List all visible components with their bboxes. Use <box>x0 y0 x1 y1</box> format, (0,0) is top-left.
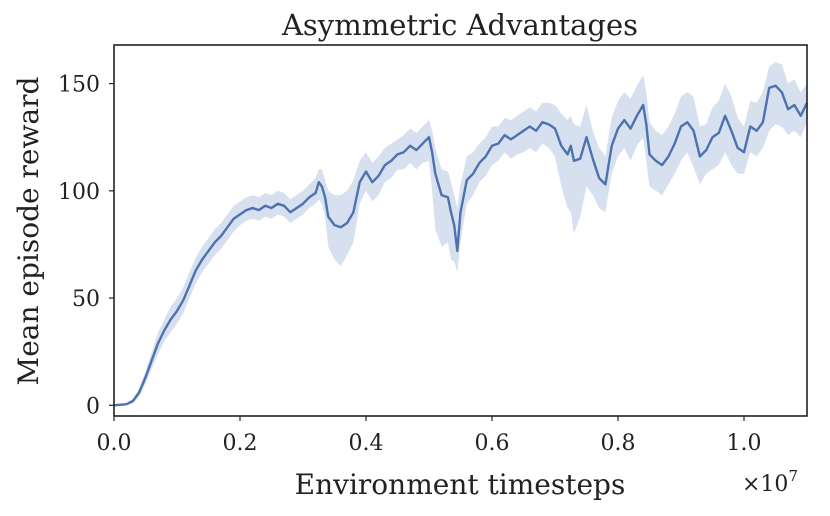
x-axis-multiplier-base: ×10 <box>742 472 788 497</box>
y-axis-ticks: 0 50 100 150 <box>58 73 114 419</box>
x-tick-label: 0.8 <box>601 431 636 456</box>
y-tick-label: 0 <box>86 394 100 419</box>
y-tick-label: 100 <box>58 180 100 205</box>
plot-frame <box>113 44 808 417</box>
y-axis-label: Mean episode reward <box>12 77 45 386</box>
x-tick-label: 0.0 <box>97 431 132 456</box>
y-tick-label: 150 <box>58 73 100 98</box>
x-tick-label: 0.6 <box>475 431 510 456</box>
series-line-layer <box>113 84 809 407</box>
series-confidence-band <box>114 62 807 406</box>
confidence-band-layer <box>114 62 807 406</box>
x-tick-label: 0.2 <box>223 431 258 456</box>
y-tick-label: 50 <box>72 287 100 312</box>
x-tick-label: 1.0 <box>727 431 762 456</box>
x-tick-label: 0.4 <box>349 431 384 456</box>
chart-title: Asymmetric Advantages <box>281 8 638 42</box>
x-axis-ticks: 0.0 0.2 0.4 0.6 0.8 1.0 <box>97 416 762 456</box>
x-axis-multiplier: ×107 <box>742 467 798 497</box>
x-axis-label: Environment timesteps <box>295 468 626 501</box>
x-axis-multiplier-exponent: 7 <box>788 467 798 485</box>
series-line <box>113 84 809 407</box>
